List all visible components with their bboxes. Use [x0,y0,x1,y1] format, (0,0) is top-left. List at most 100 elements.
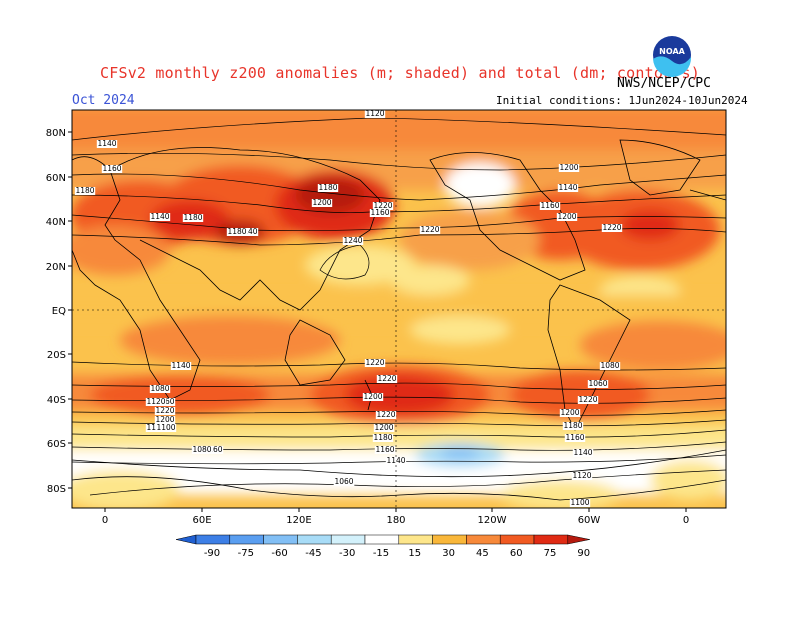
latitude-axis: 80N 60N 40N 20N EQ 20S 40S 60S 80S [46,128,72,495]
contour-label-bg [226,228,248,236]
contour-label: 1160 [540,201,559,210]
contour-label: 1200 [312,198,331,207]
colorbar-arrow-high [567,534,590,545]
contour-label-bg [154,407,176,415]
colorbar-segment [432,534,467,545]
contour-label: 1220 [420,225,439,234]
colorbar-segment [466,534,501,545]
lat-label: 80S [47,484,66,495]
contour-label: 1140 [97,139,116,148]
contour-label: 1180 [183,213,202,222]
contour-label: 1220 [365,358,384,367]
colorbar-label: 90 [577,548,590,559]
graticule [72,110,726,508]
noaa-logo: NOAA [651,34,693,77]
colorbar-label: 60 [510,548,523,559]
contour-label: 1160 [370,208,389,217]
colorbar-label: -60 [271,548,287,559]
coastlines [72,139,726,501]
colorbar-segment [398,534,433,545]
contour-label-bg [74,187,96,195]
colorbar-label: -75 [238,548,254,559]
contour-label-bg [539,202,561,210]
contour-label: 1180 [227,227,246,236]
lat-label: 60S [47,439,66,450]
contour-label: 1240 [343,236,362,245]
contour-label: 1100 [156,423,175,432]
colorbar-label: 45 [476,548,489,559]
lat-label: 40S [47,395,66,406]
contour-label-bg [237,228,259,236]
contour-label-bg [556,213,578,221]
contour-label: 1080 [600,361,619,370]
contour-label-bg [577,396,599,404]
colorbar-segment [499,534,535,545]
lon-label: 120W [478,515,507,526]
contour-label: 1220 [602,223,621,232]
contour-label-bg [155,424,177,432]
colorbar-label: -90 [204,548,220,559]
contour-label: 1120 [365,109,384,118]
contour-label-bg [373,424,395,432]
contour-label: 1200 [557,212,576,221]
contour-label-bg [376,375,398,383]
contour-label-bg [149,385,171,393]
contour-label: 1160 [102,164,121,173]
contour-label: 1160 [375,445,394,454]
chart-title: CFSv2 monthly z200 anomalies (m; shaded)… [100,64,700,82]
contour-label: 1140 [386,456,405,465]
contour-label-bg [558,164,580,172]
contour-label-bg [342,237,364,245]
contour-label-bg [154,416,176,424]
colorbar-label: -45 [305,548,321,559]
contour-label: 1100 [570,498,589,507]
contour-label-bg [311,199,333,207]
contour-label-bg [149,213,171,221]
contour-label-bg [364,110,386,118]
contour-label: 1180 [373,433,392,442]
lon-label: 180 [386,515,405,526]
colorbar-segment [195,534,231,545]
contour-label: 1140 [150,212,169,221]
contour-label-bg [333,478,355,486]
contour-label-bg [362,393,384,401]
colorbar-segment [330,534,366,545]
contour-label: 1140 [238,227,257,236]
contour-label-bg [419,226,441,234]
contour-label: 1180 [563,421,582,430]
agency-label: NWS/NCEP/CPC [617,76,711,91]
contour-label-bg [101,165,123,173]
contour-label-bg [369,209,391,217]
svg-text:NOAA: NOAA [659,47,685,56]
colorbar-label: -30 [339,548,355,559]
contour-label: 1200 [363,392,382,401]
lat-label: 40N [46,217,66,228]
contour-label: 1200 [560,408,579,417]
contour-label: 1200 [559,163,578,172]
lon-label: 120E [286,515,311,526]
colorbar-segment [263,534,298,545]
contour-label-bg [562,422,584,430]
contour-label-bg [372,434,394,442]
contour-label-bg [571,472,593,480]
contour-label-bg [569,499,591,507]
colorbar-label: -15 [373,548,389,559]
height-contours [72,117,726,496]
contour-label-bg [587,380,609,388]
lon-label: 0 [102,515,108,526]
contour-label: 1120 [146,397,165,406]
contour-label: 1140 [558,183,577,192]
contour-label-bg [385,457,407,465]
lat-label: 20N [46,262,66,273]
contour-label: 1220 [155,406,174,415]
colorbar-segment [364,534,400,545]
contour-label: 1060 [334,477,353,486]
contour-label: 1120 [572,471,591,480]
colorbar: -90 -75 -60 -45 -30 -15 15 30 45 60 75 90 [175,534,590,559]
contour-label-bg [374,446,396,454]
forecast-month: Oct 2024 [72,93,135,108]
contour-label-bg [182,214,204,222]
lat-label: 60N [46,173,66,184]
contour-label-bg [559,409,581,417]
